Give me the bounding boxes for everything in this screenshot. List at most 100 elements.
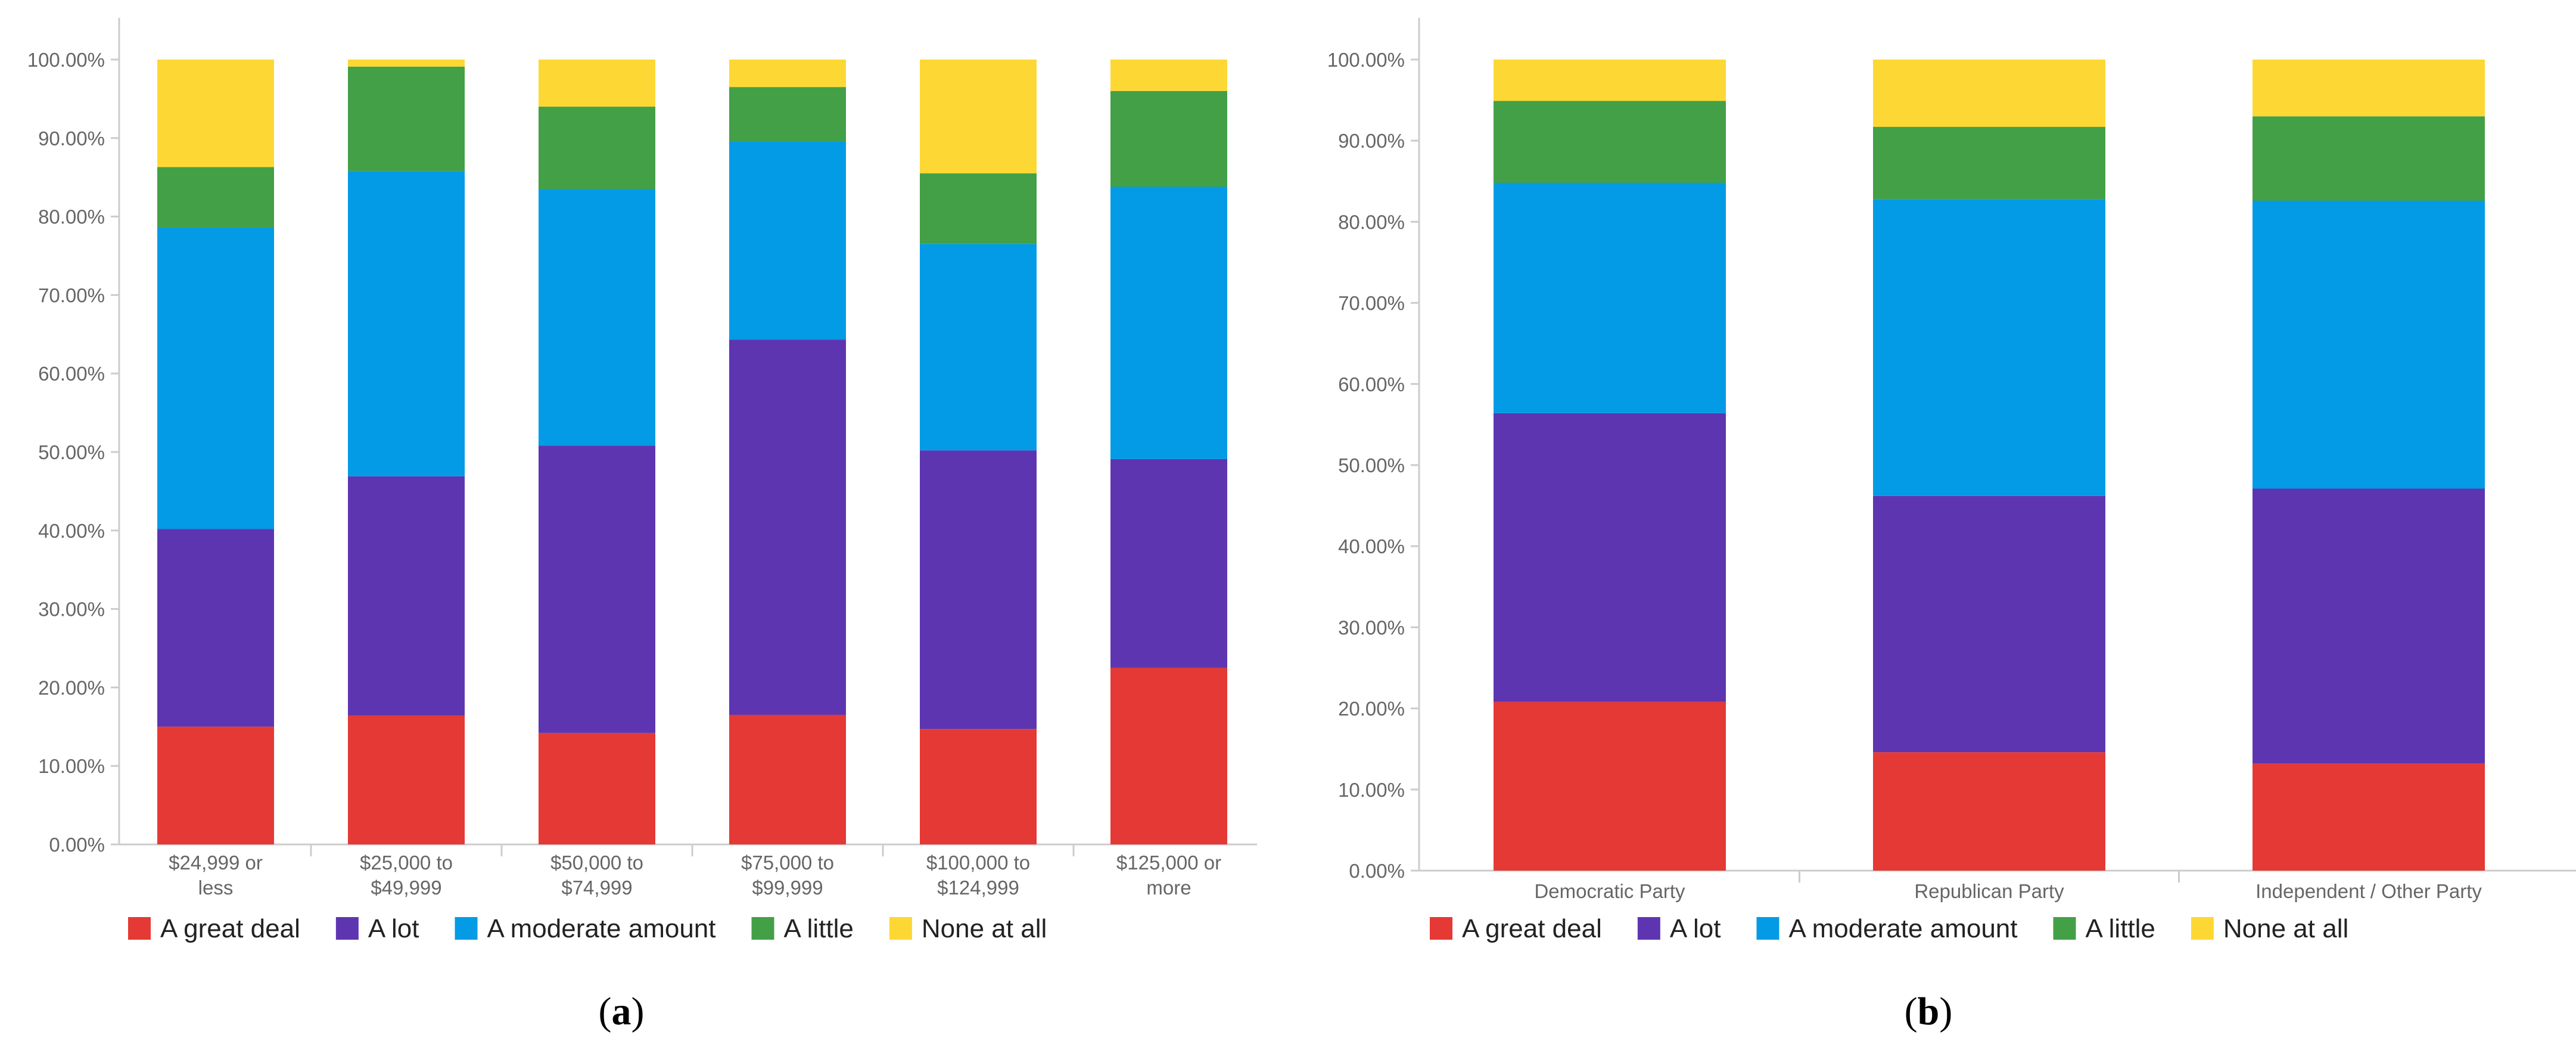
y-tick-label: 60.00% (1338, 373, 1405, 395)
bar-a-moderate-amount (729, 141, 846, 340)
bar-a-moderate-amount (920, 244, 1037, 451)
bar-a-great-deal (157, 727, 274, 844)
bar-a-lot (729, 339, 846, 715)
bar-a-great-deal (348, 715, 465, 844)
x-category-label: $75,000 to (741, 852, 834, 874)
bar-a-lot (920, 450, 1037, 729)
legend-label: A moderate amount (487, 914, 715, 943)
legend-swatch (2191, 917, 2214, 940)
y-tick-label: 40.00% (1338, 535, 1405, 557)
x-category-label: $24,999 or (169, 852, 263, 874)
bar-a-lot (1110, 459, 1227, 668)
y-tick-label: 30.00% (1338, 616, 1405, 638)
y-tick-label: 70.00% (38, 284, 105, 306)
legend-swatch (751, 917, 774, 940)
bar-a-little (1110, 91, 1227, 187)
bar-none-at-all (1873, 60, 2105, 127)
y-tick-label: 10.00% (1338, 779, 1405, 801)
bar-none-at-all (920, 60, 1037, 174)
chart-panel-b: 0.00% 10.00% 20.00% 30.00% 40.00% 50.00% 60.00… (1327, 18, 2576, 1033)
bar-a-great-deal (1110, 668, 1227, 844)
bar-a-little (729, 87, 846, 142)
bar-a-moderate-amount (1494, 183, 1726, 413)
legend-swatch (2053, 917, 2076, 940)
x-category-label: more (1146, 877, 1191, 899)
y-tick-label: 20.00% (38, 676, 105, 699)
bar-a-little (920, 173, 1037, 244)
legend-label: None at all (922, 914, 1047, 943)
x-category-label: $125,000 or (1116, 852, 1221, 874)
bar-a-little (539, 107, 655, 189)
bar-a-lot (1873, 495, 2105, 753)
legend-label: None at all (2223, 914, 2348, 943)
y-tick-label: 50.00% (1338, 454, 1405, 476)
bar-none-at-all (157, 60, 274, 167)
x-category-label: $99,999 (752, 877, 823, 899)
legend-label: A lot (1670, 914, 1721, 943)
bar-a-moderate-amount (1110, 186, 1227, 459)
bar-a-moderate-amount (2253, 200, 2485, 489)
bar-a-great-deal (1873, 752, 2105, 871)
bar-a-little (2253, 116, 2485, 201)
bar-a-little (348, 66, 465, 172)
y-tick-label: 100.00% (1327, 49, 1405, 71)
y-tick-label: 30.00% (38, 598, 105, 621)
x-category-label: Democratic Party (1534, 880, 1685, 902)
legend-swatch (1430, 917, 1452, 940)
bar-a-moderate-amount (539, 189, 655, 446)
bar-a-great-deal (2253, 763, 2485, 871)
legend-swatch (128, 917, 151, 940)
x-category-label: $25,000 to (360, 852, 453, 874)
legend-label: A lot (368, 914, 419, 943)
y-tick-label: 70.00% (1338, 292, 1405, 314)
bar-none-at-all (729, 60, 846, 88)
panel-label: (b) (1905, 990, 1953, 1033)
x-category-label: $49,999 (371, 877, 441, 899)
x-category-label: Republican Party (1914, 880, 2064, 902)
bar-a-great-deal (920, 729, 1037, 844)
x-category-label: Independent / Other Party (2255, 880, 2482, 902)
bar-a-lot (157, 529, 274, 727)
y-tick-label: 50.00% (38, 441, 105, 463)
bar-none-at-all (1494, 60, 1726, 101)
bar-a-lot (539, 445, 655, 733)
bar-a-little (157, 167, 274, 228)
legend-swatch (335, 917, 359, 940)
bar-a-little (1494, 101, 1726, 183)
y-tick-label: 40.00% (38, 520, 105, 542)
x-category-label: $124,999 (937, 877, 1019, 899)
bar-a-little (1873, 127, 2105, 199)
bar-a-lot (348, 476, 465, 716)
bar-a-great-deal (539, 732, 655, 844)
y-tick-label: 0.00% (49, 834, 105, 856)
bar-a-lot (1494, 413, 1726, 702)
y-tick-label: 60.00% (38, 363, 105, 385)
bar-none-at-all (348, 60, 465, 67)
y-tick-label: 90.00% (38, 127, 105, 149)
legend-label: A little (2086, 914, 2155, 943)
bar-none-at-all (2253, 60, 2485, 117)
x-category-label: $50,000 to (550, 852, 643, 874)
bar-a-moderate-amount (348, 171, 465, 476)
bar-a-moderate-amount (157, 227, 274, 529)
legend-swatch (455, 917, 478, 940)
x-category-label: $100,000 to (926, 852, 1030, 874)
chart-panel-a: 0.00% 10.00% 20.00% 30.00% 40.00% 50.00% 60.00… (27, 18, 1257, 1033)
y-tick-label: 0.00% (1349, 860, 1405, 882)
panel-label: (a) (599, 990, 645, 1033)
legend-swatch (1637, 917, 1660, 940)
bar-a-great-deal (1494, 702, 1726, 871)
y-tick-label: 100.00% (27, 49, 105, 71)
x-category-label: less (198, 877, 234, 899)
bar-none-at-all (1110, 60, 1227, 91)
bar-a-moderate-amount (1873, 199, 2105, 496)
y-tick-label: 10.00% (38, 755, 105, 777)
y-tick-label: 90.00% (1338, 130, 1405, 152)
bar-a-great-deal (729, 715, 846, 844)
x-category-label: $74,999 (561, 877, 632, 899)
y-tick-label: 80.00% (38, 206, 105, 228)
bar-a-lot (2253, 488, 2485, 764)
legend-label: A moderate amount (1788, 914, 2017, 943)
bar-none-at-all (539, 60, 655, 107)
y-tick-label: 20.00% (1338, 698, 1405, 720)
